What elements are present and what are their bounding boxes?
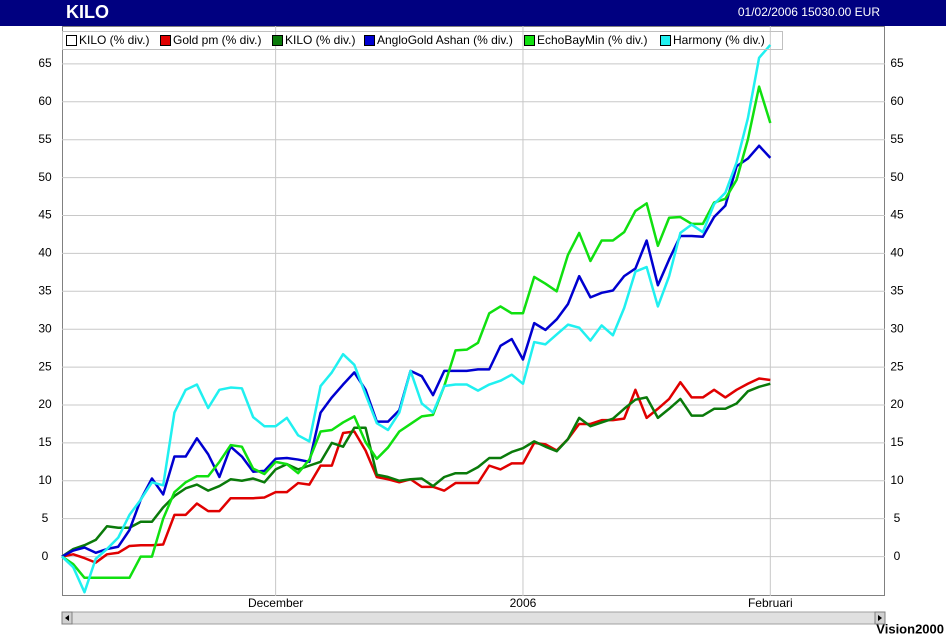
legend-label: KILO (% div.) (79, 33, 149, 47)
chart-title: KILO (66, 2, 109, 22)
legend-label: KILO (% div.) (285, 33, 355, 47)
y-tick-label-left: 60 (38, 94, 52, 108)
plot-frame (62, 26, 885, 596)
x-tick-label: 2006 (510, 596, 537, 610)
chart-subtitle: 01/02/2006 15030.00 EUR (738, 5, 880, 19)
y-tick-label-right: 60 (890, 94, 904, 108)
legend-swatch (524, 35, 535, 46)
y-tick-label-left: 10 (38, 473, 52, 487)
arrow-right (878, 615, 882, 621)
legend-swatch (272, 35, 283, 46)
y-tick-label-left: 35 (38, 283, 52, 297)
y-tick-label-right: 20 (890, 397, 904, 411)
series-line (61, 382, 771, 558)
legend-label: EchoBayMin (% div.) (537, 33, 647, 47)
y-tick-label-right: 0 (894, 549, 901, 563)
y-tick-label-left: 0 (42, 549, 49, 563)
y-tick-label-left: 40 (38, 246, 52, 260)
legend-swatch (364, 35, 375, 46)
y-tick-label-right: 55 (890, 132, 904, 146)
legend-swatch (660, 35, 671, 46)
legend-swatch (160, 35, 171, 46)
y-tick-label-left: 25 (38, 359, 52, 373)
legend: KILO (% div.) Gold pm (% div.) KILO (% div… (62, 31, 783, 50)
legend-label: AngloGold Ashan (% div.) (377, 33, 513, 47)
y-tick-label-right: 40 (890, 246, 904, 260)
y-tick-label-left: 20 (38, 397, 52, 411)
y-tick-label-right: 35 (890, 283, 904, 297)
y-tick-label-right: 25 (890, 359, 904, 373)
lines (61, 44, 772, 594)
title-bar (0, 0, 946, 26)
y-tick-label-left: 45 (38, 208, 52, 222)
legend-label: Harmony (% div.) (673, 33, 765, 47)
arrow-left (65, 615, 69, 621)
y-tick-label-left: 15 (38, 435, 52, 449)
y-tick-label-right: 45 (890, 208, 904, 222)
legend-swatch (66, 35, 77, 46)
y-tick-label-left: 30 (38, 321, 52, 335)
y-tick-label-left: 65 (38, 56, 52, 70)
x-tick-label: December (248, 596, 303, 610)
y-tick-label-right: 10 (890, 473, 904, 487)
series-line (61, 377, 771, 564)
series-line (61, 44, 772, 594)
y-tick-label-right: 15 (890, 435, 904, 449)
legend-frame (62, 31, 783, 50)
footer-logo: Vision2000 (876, 621, 944, 636)
series-line (61, 144, 772, 558)
legend-label: Gold pm (% div.) (173, 33, 261, 47)
y-tick-label-right: 5 (894, 511, 901, 525)
x-tick-label: Februari (748, 596, 793, 610)
y-tick-label-right: 65 (890, 56, 904, 70)
y-tick-label-left: 55 (38, 132, 52, 146)
y-tick-label-left: 5 (42, 511, 49, 525)
series-line (61, 85, 772, 580)
y-tick-label-right: 50 (890, 170, 904, 184)
y-tick-label-left: 50 (38, 170, 52, 184)
y-tick-label-right: 30 (890, 321, 904, 335)
scrollbar[interactable] (61, 611, 886, 625)
